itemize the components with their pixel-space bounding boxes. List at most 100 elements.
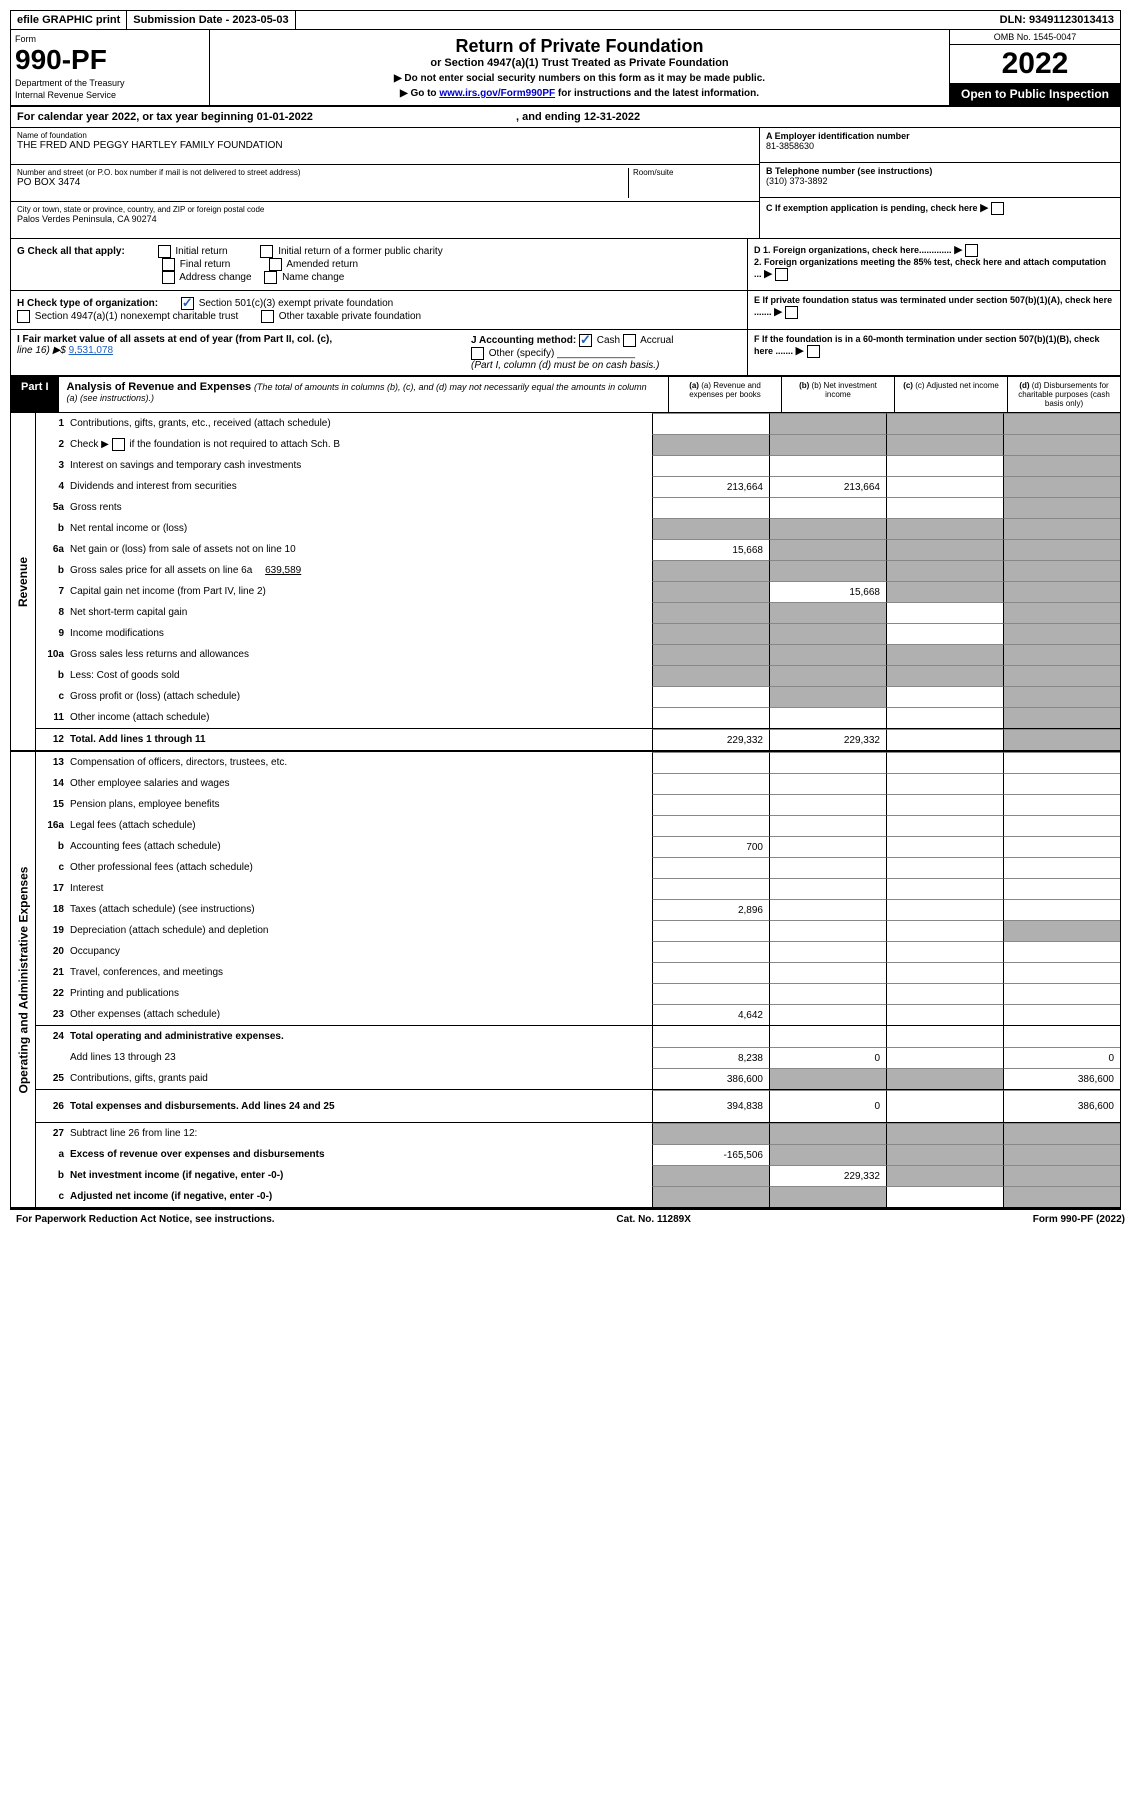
s4947-checkbox[interactable] (17, 310, 30, 323)
sch-b-checkbox[interactable] (112, 438, 125, 451)
l26-d: 386,600 (1003, 1090, 1120, 1122)
other-method-checkbox[interactable] (471, 347, 484, 360)
initial-return-checkbox[interactable] (158, 245, 171, 258)
check-row-h: H Check type of organization: Section 50… (11, 291, 1120, 330)
expense-lines: 13Compensation of officers, directors, t… (36, 752, 1120, 1207)
open-to-public: Open to Public Inspection (950, 83, 1120, 105)
part1-header: Part I Analysis of Revenue and Expenses … (11, 377, 1120, 413)
ein-value: 81-3858630 (766, 141, 1114, 151)
section-i: I Fair market value of all assets at end… (11, 330, 465, 375)
form-title: Return of Private Foundation (220, 36, 939, 57)
top-bar: efile GRAPHIC print Submission Date - 20… (11, 11, 1120, 30)
final-return-checkbox[interactable] (162, 258, 175, 271)
catalog-number: Cat. No. 11289X (616, 1214, 690, 1225)
entity-right: A Employer identification number 81-3858… (759, 128, 1120, 238)
s501c3-checkbox[interactable] (181, 297, 194, 310)
l26-a: 394,838 (652, 1090, 769, 1122)
expenses-label-col: Operating and Administrative Expenses (11, 752, 36, 1207)
amended-return-checkbox[interactable] (269, 258, 282, 271)
col-b-header: (b) (b) Net investment income (781, 377, 894, 412)
l18-a: 2,896 (652, 899, 769, 920)
l6a-a: 15,668 (652, 539, 769, 560)
section-j: J Accounting method: Cash Accrual Other … (465, 330, 747, 375)
entity-info: Name of foundation THE FRED AND PEGGY HA… (11, 128, 1120, 239)
part1-label: Part I (11, 377, 59, 412)
header-left: Form 990-PF Department of the Treasury I… (11, 30, 210, 105)
address-change-checkbox[interactable] (162, 271, 175, 284)
irs-link[interactable]: www.irs.gov/Form990PF (439, 88, 555, 99)
instruction-2: ▶ Go to www.irs.gov/Form990PF for instru… (220, 88, 939, 99)
efile-label[interactable]: efile GRAPHIC print (11, 11, 127, 29)
l7-b: 15,668 (769, 581, 886, 602)
check-row-g: G Check all that apply: Initial return I… (11, 239, 1120, 291)
phone-value: (310) 373-3892 (766, 176, 1114, 186)
room-suite-label: Room/suite (633, 168, 753, 177)
revenue-section: Revenue 1Contributions, gifts, grants, e… (11, 413, 1120, 752)
calendar-year-row: For calendar year 2022, or tax year begi… (11, 107, 1120, 128)
60month-checkbox[interactable] (807, 345, 820, 358)
l23-a: 4,642 (652, 1004, 769, 1025)
hij-row: I Fair market value of all assets at end… (11, 330, 1120, 377)
l25-d: 386,600 (1003, 1068, 1120, 1089)
instruction-1: ▶ Do not enter social security numbers o… (220, 73, 939, 84)
accrual-checkbox[interactable] (623, 334, 636, 347)
irs-label: Internal Revenue Service (15, 90, 205, 100)
initial-former-checkbox[interactable] (260, 245, 273, 258)
section-h: H Check type of organization: Section 50… (11, 291, 747, 329)
col-a-header: (a) (a) Revenue and expenses per books (669, 377, 781, 412)
l12-b: 229,332 (769, 729, 886, 750)
l26-b: 0 (769, 1090, 886, 1122)
address: PO BOX 3474 (17, 177, 628, 188)
cash-checkbox[interactable] (579, 334, 592, 347)
foundation-name-cell: Name of foundation THE FRED AND PEGGY HA… (11, 128, 759, 165)
revenue-lines: 1Contributions, gifts, grants, etc., rec… (36, 413, 1120, 750)
expenses-section: Operating and Administrative Expenses 13… (11, 752, 1120, 1209)
city-cell: City or town, state or province, country… (11, 202, 759, 238)
address-cell: Number and street (or P.O. box number if… (11, 165, 759, 202)
l24-d: 0 (1003, 1047, 1120, 1068)
col-d-header: (d) (d) Disbursements for charitable pur… (1007, 377, 1120, 412)
fmv-value: 9,531,078 (69, 345, 114, 356)
omb-number: OMB No. 1545-0047 (950, 30, 1120, 45)
name-change-checkbox[interactable] (264, 271, 277, 284)
l12-a: 229,332 (652, 729, 769, 750)
l16b-a: 700 (652, 836, 769, 857)
l24-a: 8,238 (652, 1047, 769, 1068)
city-state-zip: Palos Verdes Peninsula, CA 90274 (17, 214, 753, 224)
terminated-checkbox[interactable] (785, 306, 798, 319)
form-label: Form (15, 34, 205, 44)
page-footer: For Paperwork Reduction Act Notice, see … (10, 1210, 1129, 1229)
part1-desc: Analysis of Revenue and Expenses (The to… (59, 377, 668, 412)
l27a-a: -165,506 (652, 1144, 769, 1165)
col-c-header: (c) (c) Adjusted net income (894, 377, 1007, 412)
form-reference: Form 990-PF (2022) (1033, 1214, 1125, 1225)
phone-cell: B Telephone number (see instructions) (3… (760, 163, 1120, 198)
exemption-cell: C If exemption application is pending, c… (760, 198, 1120, 232)
form-subtitle: or Section 4947(a)(1) Trust Treated as P… (220, 57, 939, 69)
form-header: Form 990-PF Department of the Treasury I… (11, 30, 1120, 107)
form-container: efile GRAPHIC print Submission Date - 20… (10, 10, 1121, 1210)
submission-date: Submission Date - 2023-05-03 (127, 11, 295, 29)
foundation-name: THE FRED AND PEGGY HARTLEY FAMILY FOUNDA… (17, 140, 753, 151)
dept-treasury: Department of the Treasury (15, 78, 205, 88)
paperwork-notice: For Paperwork Reduction Act Notice, see … (16, 1214, 275, 1225)
l4-a: 213,664 (652, 476, 769, 497)
exemption-checkbox[interactable] (991, 202, 1004, 215)
l24-b: 0 (769, 1047, 886, 1068)
foreign-org-checkbox[interactable] (965, 244, 978, 257)
ein-cell: A Employer identification number 81-3858… (760, 128, 1120, 163)
entity-left: Name of foundation THE FRED AND PEGGY HA… (11, 128, 759, 238)
other-taxable-checkbox[interactable] (261, 310, 274, 323)
revenue-label-col: Revenue (11, 413, 36, 750)
column-headers: (a) (a) Revenue and expenses per books (… (668, 377, 1120, 412)
l6b-val: 639,589 (265, 565, 301, 576)
header-center: Return of Private Foundation or Section … (210, 30, 949, 105)
l25-a: 386,600 (652, 1068, 769, 1089)
header-right: OMB No. 1545-0047 2022 Open to Public In… (949, 30, 1120, 105)
dln: DLN: 93491123013413 (994, 11, 1120, 29)
foreign-85-checkbox[interactable] (775, 268, 788, 281)
tax-year: 2022 (950, 45, 1120, 83)
l27b-b: 229,332 (769, 1165, 886, 1186)
l4-b: 213,664 (769, 476, 886, 497)
section-g: G Check all that apply: Initial return I… (11, 239, 747, 290)
